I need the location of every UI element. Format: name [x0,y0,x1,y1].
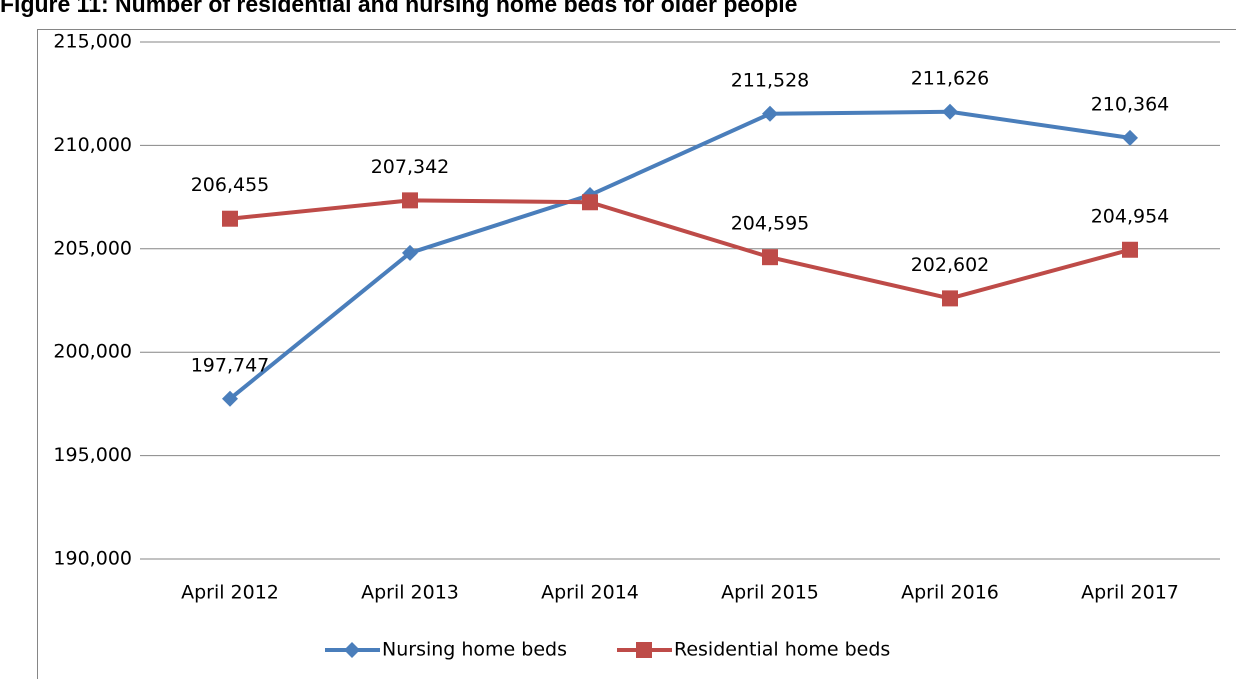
point-marker [1122,241,1138,258]
point-marker [222,390,238,407]
point-marker [1122,129,1138,146]
y-tick-label: 210,000 [53,134,132,156]
point-marker [942,290,958,307]
chart-title: Figure 11: Number of residential and nur… [0,0,797,17]
point-marker [582,194,598,211]
data-label: 206,455 [191,174,270,196]
point-marker [402,192,418,209]
y-tick-label: 205,000 [53,237,132,259]
data-label: 202,602 [911,254,990,276]
x-tick-label: April 2012 [181,582,279,604]
x-tick-label: April 2013 [361,582,459,604]
data-label: 204,954 [1091,205,1170,227]
y-tick-label: 215,000 [53,31,132,53]
point-marker [402,244,418,261]
y-tick-label: 200,000 [53,341,132,363]
series-line [228,109,1131,401]
legend-label: Residential home beds [674,639,890,661]
x-tick-label: April 2015 [721,582,819,604]
y-tick-label: 195,000 [53,444,132,466]
point-marker [222,210,238,227]
legend-label: Nursing home beds [382,639,567,661]
y-tick-label: 190,000 [53,548,132,570]
legend-marker [636,642,652,658]
data-label: 211,626 [911,67,990,89]
point-marker [942,103,958,120]
data-label: 204,595 [731,213,810,235]
chart-frame [37,29,1236,679]
x-tick-label: April 2017 [1081,582,1179,604]
data-label: 211,528 [731,69,810,91]
point-marker [762,105,778,122]
legend-marker [344,642,360,658]
x-tick-label: April 2016 [901,582,999,604]
data-label: 197,747 [191,354,270,376]
data-label: 210,364 [1091,93,1170,115]
point-marker [762,249,778,266]
x-tick-label: April 2014 [541,582,639,604]
series-line [229,198,1131,301]
data-label: 207,342 [371,156,450,178]
